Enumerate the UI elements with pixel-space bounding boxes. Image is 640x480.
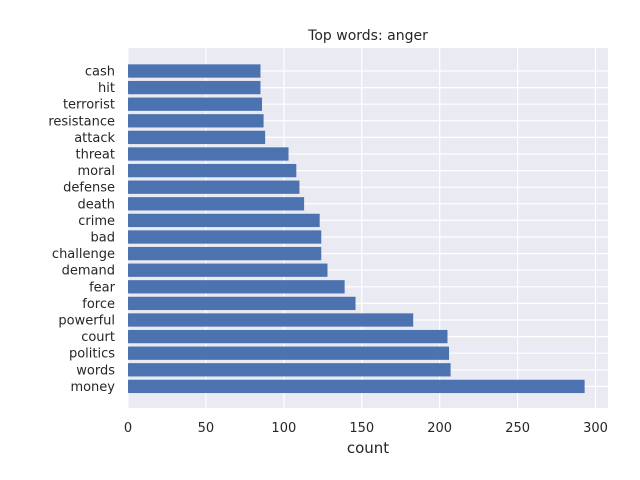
bar-words (128, 363, 451, 377)
bar-hit (128, 80, 261, 95)
bar-court (128, 329, 448, 344)
y-tick-label: fear (89, 280, 116, 295)
bar-crime (128, 213, 320, 228)
y-tick-label: death (77, 197, 115, 212)
x-axis-label: count (347, 439, 389, 457)
y-tick-label: hit (98, 81, 115, 96)
y-tick-label: moral (77, 164, 115, 179)
y-tick-label: money (70, 380, 115, 395)
y-tick-label: challenge (52, 247, 115, 262)
bar-powerful (128, 313, 414, 327)
y-tick-label: force (82, 297, 115, 312)
y-tick-label: defense (63, 181, 115, 196)
x-tick-label: 50 (198, 421, 215, 436)
x-tick-labels: 0 50 100 150 200 250 300 (124, 421, 608, 436)
x-tick-label: 300 (583, 421, 608, 436)
y-tick-label: cash (85, 65, 115, 80)
chart-title: Top words: anger (307, 28, 428, 44)
bar-attack (128, 130, 266, 145)
bar-terrorist (128, 97, 263, 111)
x-tick-label: 100 (271, 421, 296, 436)
y-tick-label: crime (78, 214, 115, 229)
y-tick-label: attack (74, 131, 115, 146)
bar-politics (128, 346, 450, 360)
y-tick-label: powerful (58, 314, 115, 329)
x-tick-label: 250 (505, 421, 530, 436)
bar-fear (128, 280, 345, 294)
y-tick-label: threat (76, 148, 115, 163)
bar-moral (128, 163, 297, 178)
y-tick-label: resistance (48, 114, 115, 129)
bar-cash (128, 64, 261, 78)
y-tick-labels: cashhitterroristresistanceattackthreatmo… (48, 65, 115, 395)
bar-threat (128, 147, 289, 161)
y-tick-label: politics (69, 347, 115, 362)
y-tick-label: court (81, 330, 115, 345)
y-tick-label: bad (91, 231, 115, 246)
bar-resistance (128, 114, 264, 128)
y-tick-label: demand (62, 264, 115, 279)
bar-demand (128, 263, 328, 277)
bar-defense (128, 180, 300, 194)
bar-bad (128, 230, 322, 244)
bar-death (128, 197, 305, 211)
x-tick-label: 0 (124, 421, 132, 436)
x-tick-label: 200 (427, 421, 452, 436)
x-tick-label: 150 (349, 421, 374, 436)
y-tick-label: words (76, 363, 115, 378)
bar-challenge (128, 246, 322, 261)
y-tick-label: terrorist (63, 98, 115, 113)
bar-money (128, 379, 585, 394)
bar-force (128, 296, 356, 311)
bars (128, 64, 585, 394)
